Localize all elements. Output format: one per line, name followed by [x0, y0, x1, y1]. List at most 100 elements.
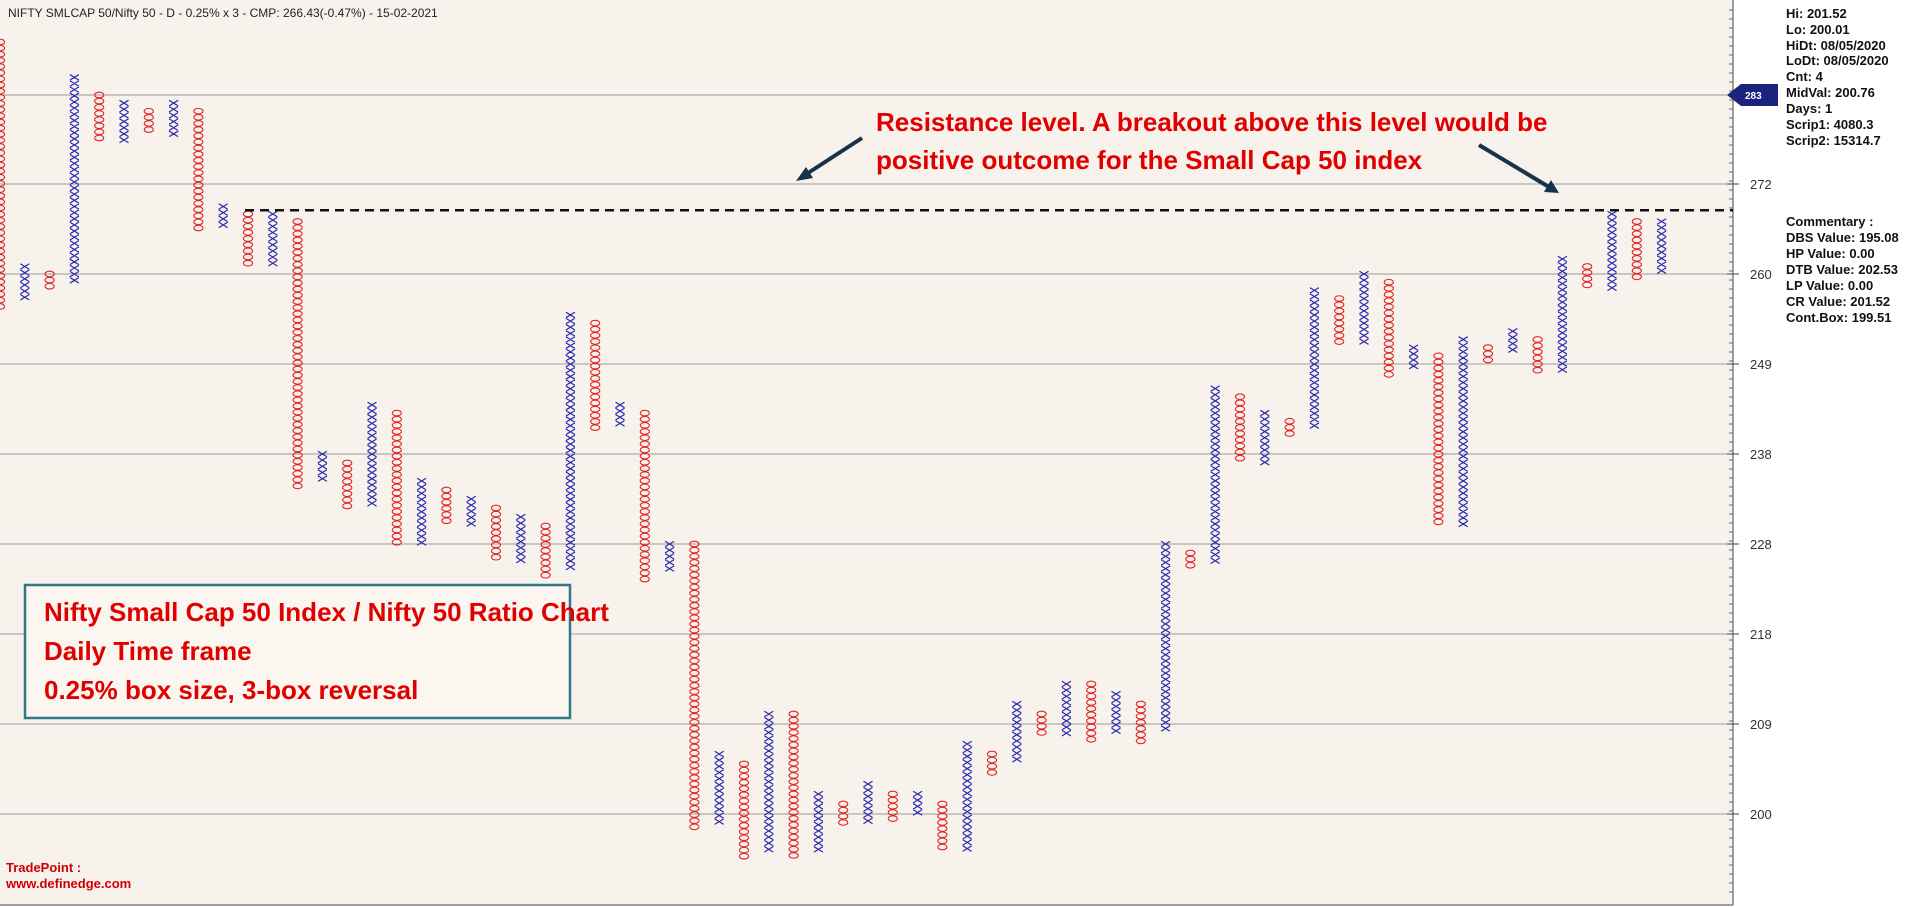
x-marks	[1656, 218, 1667, 274]
o-mark	[937, 843, 948, 851]
o-mark	[1086, 692, 1097, 700]
x-column	[1160, 540, 1171, 732]
o-mark	[788, 735, 799, 742]
current-price-label: 283	[1745, 91, 1762, 102]
o-mark	[540, 571, 551, 579]
x-column	[1111, 690, 1121, 735]
o-mark	[490, 535, 502, 543]
x-marks	[1061, 680, 1072, 737]
o-column	[441, 486, 452, 525]
o-mark	[0, 81, 6, 89]
o-mark	[441, 498, 452, 506]
o-mark	[0, 229, 6, 236]
x-marks	[1607, 210, 1617, 292]
o-mark	[838, 812, 849, 820]
o-mark	[490, 553, 502, 561]
stat-hi: Hi: 201.52	[1786, 6, 1847, 21]
o-mark	[738, 852, 750, 860]
tick-label: 218	[1750, 627, 1772, 642]
o-mark	[689, 571, 700, 579]
x-marks	[1111, 690, 1121, 735]
o-mark	[0, 57, 6, 64]
o-mark	[490, 529, 502, 536]
info-box	[23, 583, 572, 720]
x-marks	[962, 740, 973, 852]
o-column	[986, 750, 998, 776]
o-mark	[887, 790, 898, 798]
o-mark	[689, 657, 700, 665]
o-mark	[689, 786, 700, 794]
o-mark	[788, 772, 799, 779]
o-mark	[1185, 549, 1196, 557]
o-column	[639, 409, 650, 583]
o-mark	[1532, 366, 1543, 374]
o-mark	[1284, 430, 1295, 437]
x-column	[1557, 255, 1568, 373]
o-column	[738, 760, 750, 860]
o-mark	[1234, 399, 1246, 407]
o-mark	[391, 520, 402, 528]
o-column	[689, 540, 700, 831]
o-mark	[590, 332, 601, 339]
o-mark	[0, 137, 6, 144]
price-axis-ticks: 272 260 249 238 228 218 209 200	[1727, 9, 1772, 893]
o-mark	[1135, 700, 1146, 708]
o-mark	[391, 422, 402, 429]
o-mark	[738, 846, 750, 854]
o-mark	[689, 755, 700, 763]
o-mark	[1433, 358, 1444, 366]
o-mark	[639, 532, 650, 540]
o-column	[1284, 417, 1295, 437]
o-column	[490, 504, 502, 561]
o-mark	[1036, 729, 1047, 736]
x-marks	[317, 450, 328, 482]
o-mark	[1086, 711, 1097, 719]
o-mark	[689, 552, 700, 560]
o-mark	[689, 645, 700, 652]
o-mark	[788, 784, 799, 792]
x-column	[218, 203, 229, 229]
o-mark	[0, 143, 6, 150]
o-mark	[689, 626, 700, 634]
o-mark	[0, 247, 6, 255]
o-mark	[0, 87, 6, 95]
o-mark	[0, 38, 6, 46]
o-column	[937, 800, 948, 851]
x-column	[1259, 409, 1270, 466]
x-marks	[863, 780, 873, 825]
o-column	[391, 409, 402, 546]
o-mark	[1582, 281, 1593, 289]
o-mark	[292, 384, 303, 391]
x-column	[1359, 270, 1369, 345]
o-column	[887, 790, 898, 822]
o-mark	[1135, 737, 1146, 745]
o-mark	[1433, 420, 1444, 427]
pnf-columns	[0, 38, 1667, 860]
x-marks	[367, 401, 377, 507]
o-mark	[689, 780, 700, 788]
o-mark	[738, 785, 750, 792]
o-mark	[540, 553, 551, 561]
o-mark	[1433, 450, 1444, 458]
o-mark	[0, 241, 6, 249]
o-mark	[540, 534, 551, 542]
o-mark	[0, 63, 6, 70]
o-mark	[689, 583, 700, 591]
x-marks	[565, 311, 576, 571]
x-column	[466, 495, 477, 527]
o-mark	[391, 508, 402, 515]
x-column	[912, 790, 923, 816]
o-mark	[0, 223, 6, 230]
stat-scrip2: Scrip2: 15314.7	[1786, 133, 1881, 148]
o-column	[193, 107, 204, 232]
o-mark	[441, 511, 452, 518]
o-mark	[1631, 273, 1642, 281]
o-mark	[689, 675, 700, 683]
o-mark	[639, 508, 650, 515]
x-marks	[1309, 287, 1320, 429]
x-column	[168, 99, 179, 138]
o-mark	[490, 516, 502, 524]
x-marks	[1408, 344, 1419, 370]
o-mark	[1433, 518, 1444, 526]
o-mark	[590, 393, 601, 401]
